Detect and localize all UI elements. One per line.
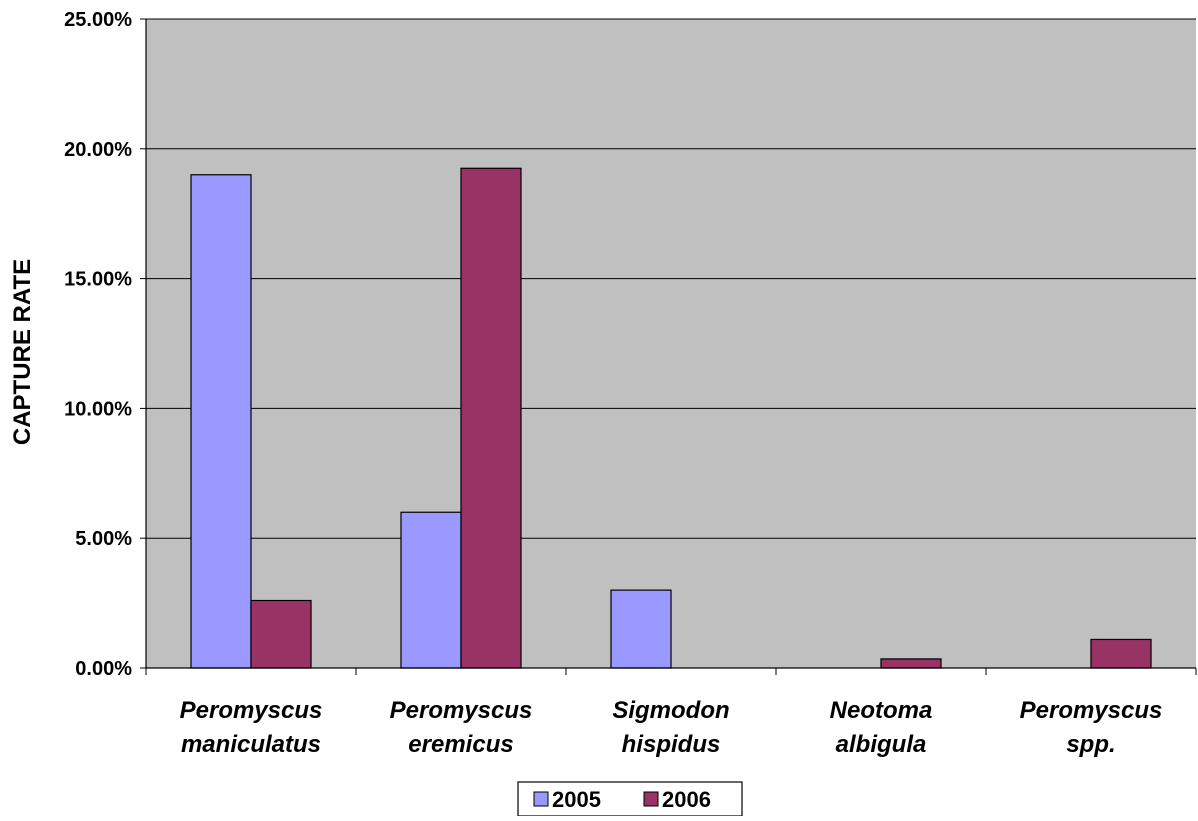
legend: 2005 2006 [517,781,743,817]
y-tick-label: 15.00% [64,269,132,291]
category-label-line: eremicus [408,731,513,758]
category-label-line: maniculatus [181,731,321,758]
category-label-line: Neotoma [830,697,933,724]
bar-2005-2 [610,589,672,669]
bar-2006-3 [880,658,942,669]
bar-2006-1 [460,167,522,669]
legend-box [517,781,743,817]
category-label: Peromyscus maniculatus [180,697,323,758]
legend-swatch-2006 [643,791,659,807]
category-label: Sigmodon hispidus [612,697,729,758]
category-label-line: Peromyscus [390,697,533,724]
y-tick-label: 5.00% [75,528,132,550]
category-label: Peromyscus spp. [1020,697,1163,758]
bar-2005-1 [400,511,462,669]
y-tick-label: 10.00% [64,398,132,420]
y-tick-label: 20.00% [64,139,132,161]
category-label-line: spp. [1066,731,1115,758]
bar-2006-4 [1090,638,1152,669]
category-label-line: Peromyscus [180,697,323,724]
category-label-line: albigula [836,731,927,758]
legend-label-2005: 2005 [552,787,601,812]
category-label: Peromyscus eremicus [390,697,533,758]
plot-area [146,19,1196,668]
category-label-line: Sigmodon [612,697,729,724]
y-tick-label: 25.00% [64,9,132,31]
category-label-line: Peromyscus [1020,697,1163,724]
category-label-line: hispidus [622,731,721,758]
legend-swatch-2005 [533,791,549,807]
y-tick-label: 0.00% [75,658,132,680]
y-axis-title: CAPTURE RATE [9,259,36,445]
legend-label-2006: 2006 [662,787,711,812]
bar-2006-0 [250,599,312,669]
bar-2005-0 [190,174,252,669]
category-label: Neotoma albigula [830,697,933,758]
